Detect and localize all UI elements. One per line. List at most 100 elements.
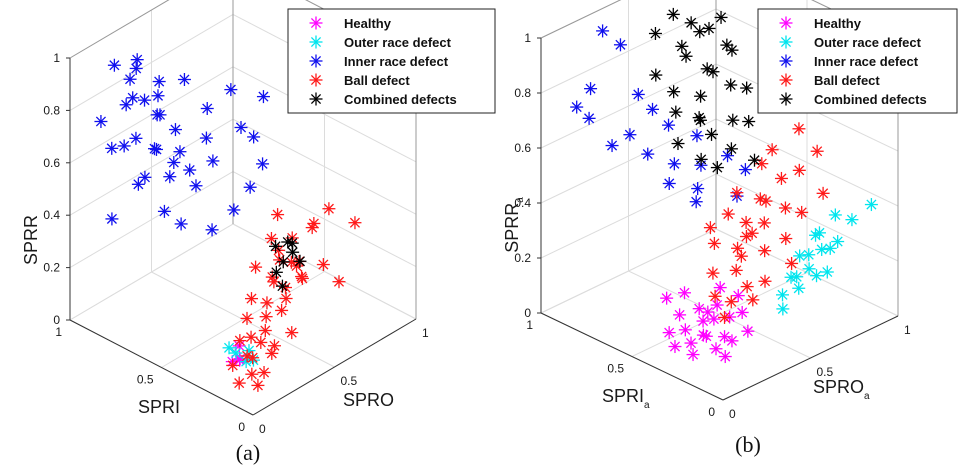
panel-b-data-point <box>735 305 749 319</box>
panel-b-series-3 <box>703 122 830 324</box>
panel-b-y-tick-label: 0.5 <box>817 365 834 379</box>
panel-a-y-axis-label: SPRO <box>343 390 394 410</box>
panel-a-data-point <box>286 245 300 259</box>
panel-b-data-point <box>694 89 708 103</box>
panel-a-series-4 <box>269 235 307 293</box>
panel-b-data-point <box>721 207 735 221</box>
panel-b-data-point <box>730 186 744 200</box>
panel-a-legend-label: Healthy <box>344 16 392 31</box>
panel-a-data-point <box>151 89 165 103</box>
panel-b-data-point <box>784 270 798 284</box>
panel-a-data-point <box>105 212 119 226</box>
panel-b-gridline <box>628 270 811 359</box>
panel-a-data-point <box>244 330 258 344</box>
panel-a-data-point <box>233 334 247 348</box>
panel-a-data-point <box>332 275 346 289</box>
panel-a-data-point <box>285 326 299 340</box>
panel-b-series-1 <box>776 198 878 316</box>
panel-b-data-point <box>646 102 660 116</box>
panel-a-legend-marker <box>309 16 323 30</box>
panel-a-z-tick-label: 0.2 <box>43 261 60 275</box>
panel-a-legend-marker <box>309 73 323 87</box>
panel-a-data-point <box>174 217 188 231</box>
panel-a-data-point <box>234 120 248 134</box>
panel-a-data-point <box>240 311 254 325</box>
panel-a-data-point <box>105 141 119 155</box>
panel-b-data-point <box>709 342 723 356</box>
panel-a-data-point <box>260 296 274 310</box>
panel-b-data-point <box>584 82 598 96</box>
panel-a-data-point <box>200 102 214 115</box>
panel-b-data-point <box>792 122 806 136</box>
panel-a-data-point <box>265 346 279 360</box>
panel-b-legend-marker <box>779 16 793 30</box>
panel-b-data-point <box>666 7 680 21</box>
panel-b-data-point <box>831 235 845 249</box>
panel-b-data-point <box>689 195 703 209</box>
panel-b-data-point <box>690 129 704 143</box>
panel-b-data-point <box>745 226 759 240</box>
panel-b-data-point <box>673 308 687 322</box>
panel-b-data-point <box>714 10 728 24</box>
panel-a-data-point <box>94 115 108 128</box>
panel-a-data-point <box>271 208 285 222</box>
panel-a-x-axis-label: SPRI <box>138 397 180 417</box>
panel-b-data-point <box>679 49 693 63</box>
panel-b-z-tick-label: 0.4 <box>514 196 531 210</box>
panel-b-legend-label: Ball defect <box>814 73 880 88</box>
panel-a-data-point <box>264 232 278 245</box>
panel-b-data-point <box>706 266 720 280</box>
panel-a-data-point <box>293 254 307 268</box>
panel-b-data-point <box>703 221 717 235</box>
panel-b-data-point <box>810 269 824 283</box>
panel-a-data-point <box>227 203 241 217</box>
panel-b-data-point <box>816 186 830 200</box>
panel-b-data-point <box>740 280 754 294</box>
panel-a-data-point <box>307 217 321 230</box>
panel-a-legend-marker <box>309 54 323 68</box>
panel-b-data-point <box>675 39 689 53</box>
panel-b-data-point <box>702 21 716 35</box>
panel-b-box-edge <box>540 0 622 39</box>
panel-a-data-point <box>163 170 177 184</box>
panel-a-data-point <box>251 378 265 392</box>
panel-b-data-point <box>779 232 793 246</box>
panel-b-data-point <box>707 312 721 326</box>
panel-b-data-point <box>669 105 683 119</box>
panel-b-data-point <box>699 329 713 343</box>
panel-a-gridline <box>69 223 234 321</box>
panel-b-data-point <box>649 68 663 82</box>
panel-a-x-axis <box>69 319 254 416</box>
panel-b-legend-marker <box>779 73 793 87</box>
panel-b-x-tick-label: 0.5 <box>607 362 624 376</box>
panel-b-data-point <box>662 326 676 340</box>
panel-b-data-point <box>718 350 732 364</box>
panel-b-data-point <box>738 163 752 177</box>
panel-b-data-point <box>708 289 722 303</box>
panel-b-data-point <box>613 38 627 52</box>
panel-b-data-point <box>710 161 724 175</box>
panel-a-data-point <box>269 265 283 279</box>
panel-a-data-point <box>279 292 293 305</box>
panel-b-data-point <box>662 176 676 190</box>
panel-b-data-point <box>718 330 732 344</box>
panel-a-data-point <box>258 324 272 338</box>
panel-a-z-tick-label: 0.8 <box>43 103 60 117</box>
panel-a-data-point <box>173 145 187 159</box>
panel-a-data-point <box>129 61 143 75</box>
panel-b-z-tick-label: 1 <box>524 31 531 45</box>
panel-a-data-point <box>276 255 290 269</box>
panel-a-data-point <box>183 163 197 177</box>
panel-b-x-tick-label: 0 <box>708 405 715 419</box>
panel-b-data-point <box>705 127 719 141</box>
panel-a-gridline <box>232 223 417 320</box>
panel-b-x-axis-label: SPRIa <box>602 386 650 411</box>
panel-b-data-point <box>828 208 842 222</box>
panel-a-data-point <box>256 157 270 171</box>
panel-a-legend-marker <box>309 35 323 49</box>
panel-b-data-point <box>729 263 743 277</box>
panel-b-data-point <box>724 78 738 92</box>
panel-a-data-point <box>322 202 336 216</box>
panel-b-data-point <box>758 244 772 258</box>
